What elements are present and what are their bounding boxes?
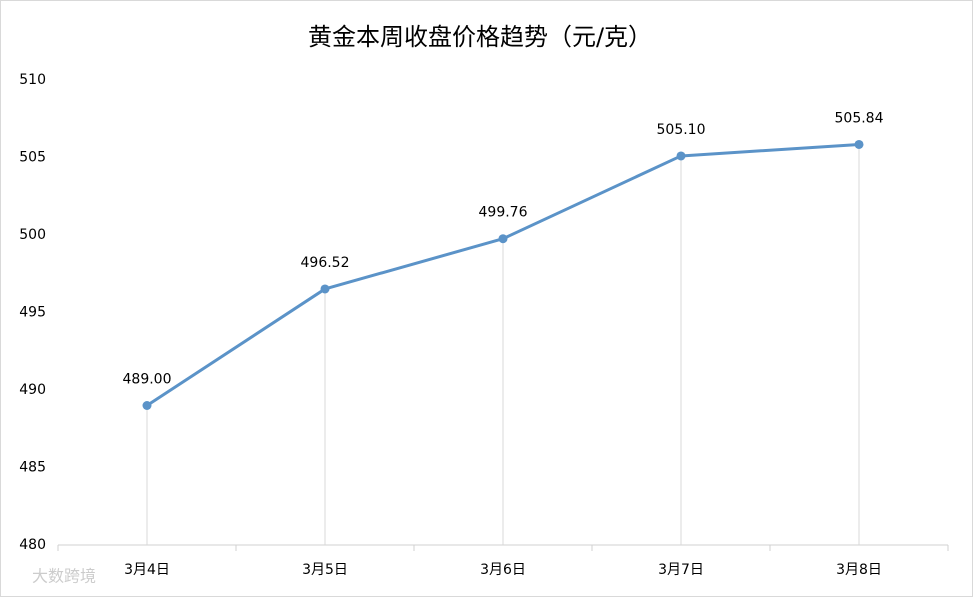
x-tick-label: 3月6日 [480,562,526,578]
data-label: 505.84 [835,110,884,126]
data-label: 496.52 [301,255,350,271]
y-tick-label: 490 [19,382,46,398]
y-tick-label: 495 [19,305,46,321]
x-tick-label: 3月8日 [836,562,882,578]
y-tick-label: 485 [19,460,46,476]
watermark: 大数跨境 [32,567,96,586]
x-tick-label: 3月5日 [302,562,348,578]
y-tick-label: 500 [19,227,46,243]
marker [498,234,508,244]
marker [320,284,330,294]
y-tick-label: 480 [19,537,46,553]
data-label: 489.00 [123,372,172,388]
x-tick-label: 3月7日 [658,562,704,578]
y-tick-label: 510 [19,72,46,88]
x-tick-label: 3月4日 [124,562,170,578]
y-tick-label: 505 [19,150,46,166]
marker [676,151,686,161]
marker [142,401,152,410]
data-label: 499.76 [479,205,528,221]
data-label: 505.10 [657,122,706,138]
chart-title: 黄金本周收盘价格趋势（元/克） [308,23,652,51]
marker [854,139,864,149]
